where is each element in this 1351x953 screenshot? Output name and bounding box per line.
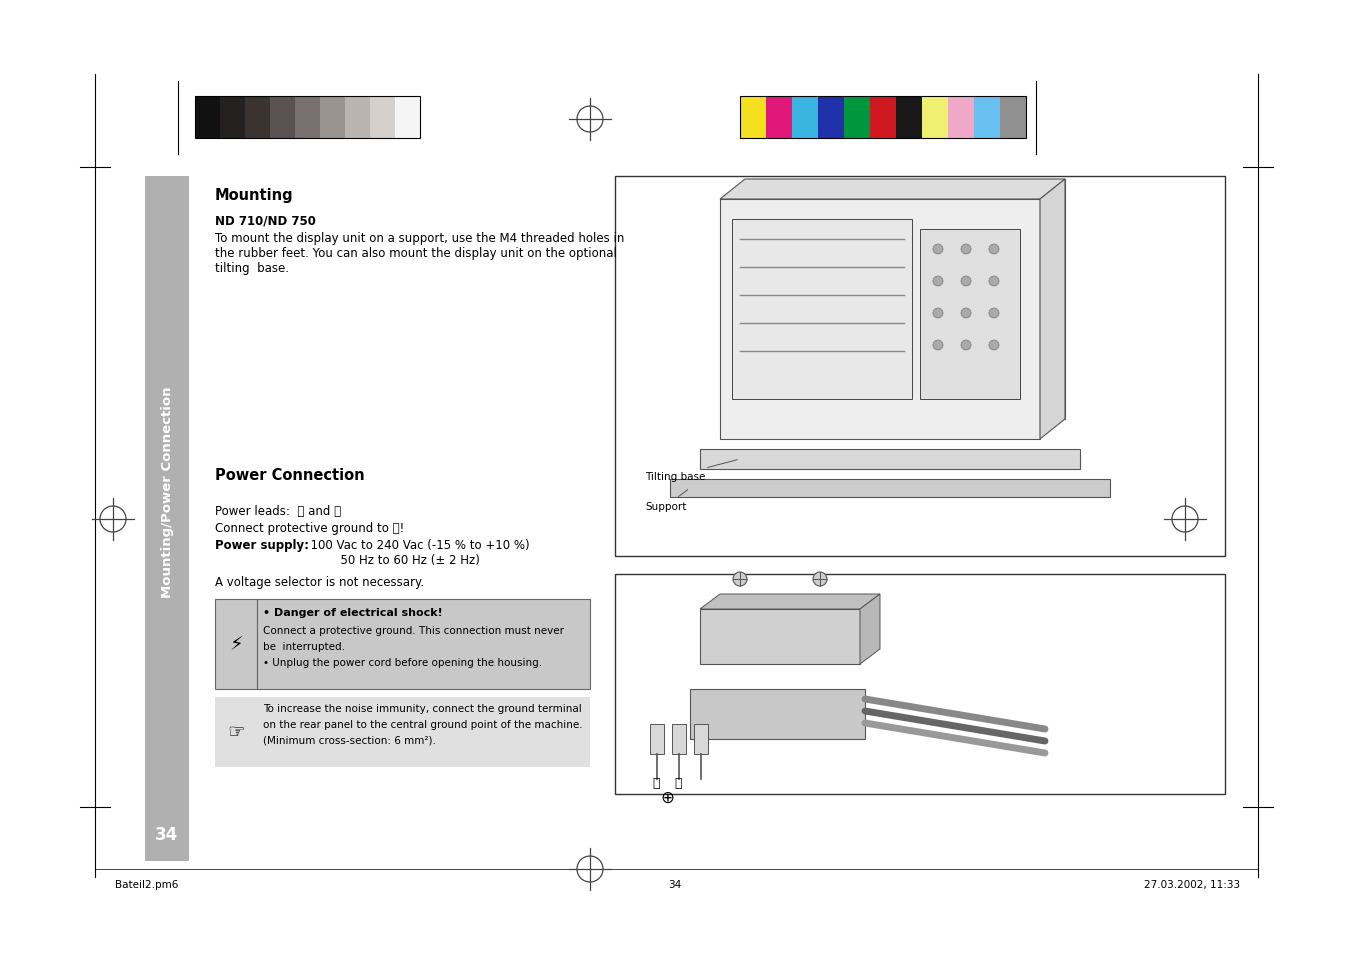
Circle shape — [961, 340, 971, 351]
Bar — [974, 97, 1000, 139]
Bar — [740, 97, 1025, 139]
Bar — [700, 450, 1079, 470]
Bar — [732, 220, 912, 399]
Bar — [345, 97, 370, 139]
Bar — [896, 97, 921, 139]
Text: ☞: ☞ — [227, 722, 245, 741]
Bar — [870, 97, 896, 139]
Bar — [690, 689, 865, 740]
Text: To mount the display unit on a support, use the M4 threaded holes in: To mount the display unit on a support, … — [215, 232, 624, 245]
Circle shape — [961, 276, 971, 287]
Text: be  interrupted.: be interrupted. — [263, 641, 345, 651]
Bar — [817, 97, 844, 139]
Text: 27.03.2002, 11:33: 27.03.2002, 11:33 — [1144, 879, 1240, 889]
Bar — [700, 609, 861, 664]
Text: Support: Support — [644, 490, 688, 512]
Text: Tilting base: Tilting base — [644, 460, 738, 481]
Text: tilting  base.: tilting base. — [215, 262, 289, 274]
Circle shape — [813, 573, 827, 586]
Bar — [740, 97, 766, 139]
Text: Mounting: Mounting — [215, 188, 293, 203]
Bar — [215, 698, 257, 767]
Polygon shape — [744, 180, 1065, 419]
Bar — [245, 97, 270, 139]
Circle shape — [934, 309, 943, 318]
Bar — [145, 177, 189, 806]
Bar — [220, 97, 245, 139]
Bar — [920, 230, 1020, 399]
Text: (Minimum cross-section: 6 mm²).: (Minimum cross-section: 6 mm²). — [263, 735, 436, 745]
Text: Connect a protective ground. This connection must never: Connect a protective ground. This connec… — [263, 625, 563, 636]
Text: Power supply:: Power supply: — [215, 538, 309, 552]
Text: Connect protective ground to ⓘ!: Connect protective ground to ⓘ! — [215, 521, 404, 535]
Bar — [615, 177, 1225, 557]
Text: on the rear panel to the central ground point of the machine.: on the rear panel to the central ground … — [263, 720, 582, 729]
Text: 100 Vac to 240 Vac (-15 % to +10 %): 100 Vac to 240 Vac (-15 % to +10 %) — [303, 538, 530, 552]
Polygon shape — [1040, 180, 1065, 439]
Text: the rubber feet. You can also mount the display unit on the optional: the rubber feet. You can also mount the … — [215, 247, 617, 260]
Text: To increase the noise immunity, connect the ground terminal: To increase the noise immunity, connect … — [263, 703, 582, 713]
Polygon shape — [861, 595, 880, 664]
Text: Power Connection: Power Connection — [215, 468, 365, 482]
Bar — [215, 599, 257, 689]
Bar — [766, 97, 792, 139]
Circle shape — [989, 340, 998, 351]
Bar — [195, 97, 220, 139]
Bar — [792, 97, 817, 139]
Polygon shape — [720, 200, 1040, 439]
Bar — [195, 97, 420, 139]
Text: Ⓝ: Ⓝ — [674, 776, 681, 789]
Bar — [370, 97, 394, 139]
Bar — [671, 724, 686, 754]
Text: Mounting/Power Connection: Mounting/Power Connection — [161, 386, 173, 598]
Text: ND 710/ND 750: ND 710/ND 750 — [215, 214, 316, 228]
Bar — [145, 806, 189, 862]
Bar — [1000, 97, 1025, 139]
Text: • Unplug the power cord before opening the housing.: • Unplug the power cord before opening t… — [263, 658, 542, 667]
Text: Power leads:  Ⓛ and Ⓝ: Power leads: Ⓛ and Ⓝ — [215, 504, 340, 517]
Circle shape — [934, 276, 943, 287]
Bar — [295, 97, 320, 139]
Circle shape — [989, 245, 998, 254]
Polygon shape — [700, 595, 880, 609]
Polygon shape — [720, 180, 1065, 200]
Bar — [670, 479, 1111, 497]
Circle shape — [961, 309, 971, 318]
Text: Bateil2.pm6: Bateil2.pm6 — [115, 879, 178, 889]
Text: • Danger of electrical shock!: • Danger of electrical shock! — [263, 607, 443, 618]
Bar — [615, 575, 1225, 794]
Circle shape — [934, 245, 943, 254]
Bar — [650, 724, 663, 754]
Bar — [921, 97, 948, 139]
Circle shape — [989, 309, 998, 318]
Bar — [394, 97, 420, 139]
Circle shape — [989, 276, 998, 287]
Circle shape — [961, 245, 971, 254]
Bar — [948, 97, 974, 139]
Text: A voltage selector is not necessary.: A voltage selector is not necessary. — [215, 576, 424, 588]
Text: ⊕: ⊕ — [661, 788, 674, 806]
Text: 34: 34 — [669, 879, 682, 889]
Text: 34: 34 — [155, 825, 178, 843]
Bar — [844, 97, 870, 139]
Bar — [257, 698, 590, 767]
Text: Ⓛ: Ⓛ — [653, 776, 659, 789]
Bar — [270, 97, 295, 139]
Text: 50 Hz to 60 Hz (± 2 Hz): 50 Hz to 60 Hz (± 2 Hz) — [303, 554, 480, 566]
Text: ⚡: ⚡ — [230, 635, 243, 654]
Circle shape — [934, 340, 943, 351]
Bar — [257, 599, 590, 689]
Bar — [694, 724, 708, 754]
Bar — [320, 97, 345, 139]
Circle shape — [734, 573, 747, 586]
